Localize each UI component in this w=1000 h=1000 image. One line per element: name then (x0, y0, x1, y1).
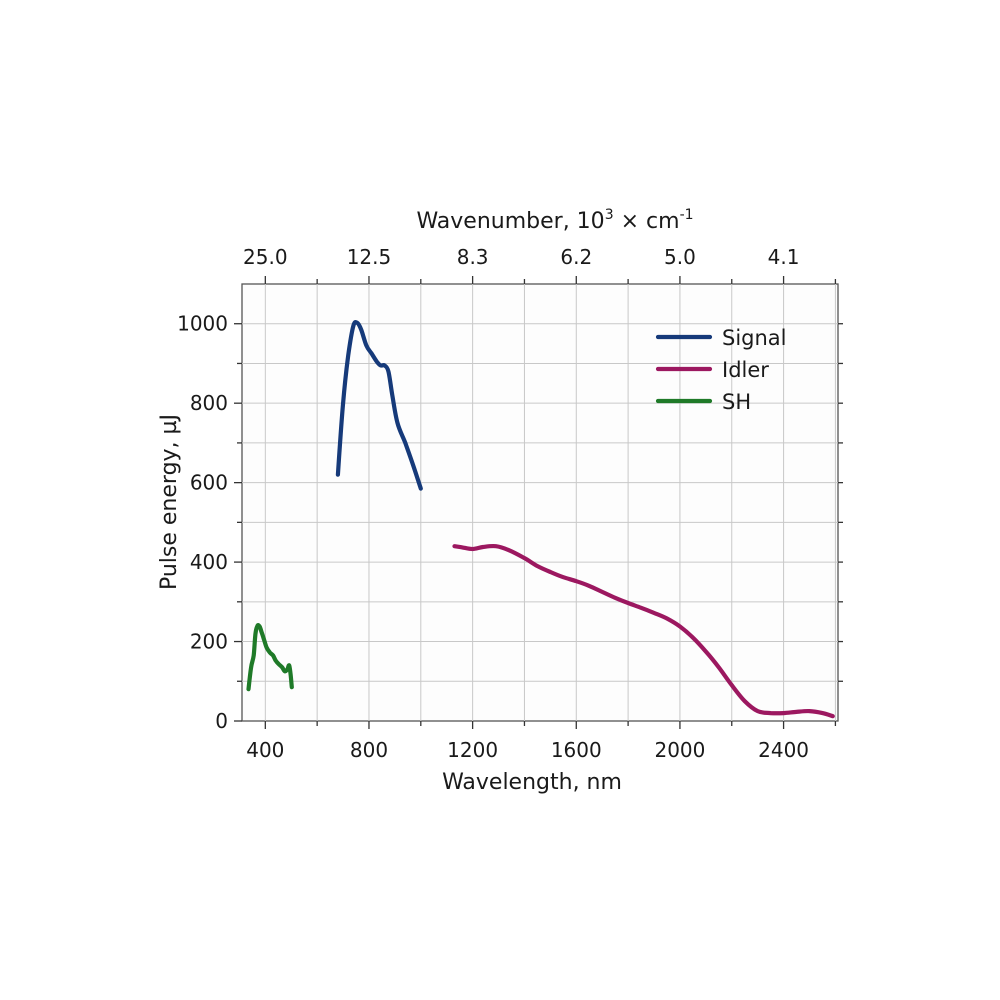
series-line-signal (335, 319, 423, 491)
top-axis-tick-label: 12.5 (347, 245, 392, 269)
x-tick-label: 1600 (551, 738, 602, 762)
top-axis-label-main: Wavenumber, 10 (416, 209, 604, 234)
top-axis-tick-label: 25.0 (243, 245, 288, 269)
y-tick-label: 0 (215, 709, 228, 733)
tick-labels: 400 800 1200 1600 2000 2400 0 200 400 600 800 1000 2… (177, 245, 809, 762)
y-axis-label: Pulse energy, µJ (157, 414, 182, 590)
y-tick-label: 200 (190, 630, 228, 654)
plot-area (241, 283, 839, 722)
legend-label-idler: Idler (722, 358, 769, 382)
x-tick-label: 400 (246, 738, 284, 762)
legend-label-sh: SH (722, 390, 751, 414)
axis-ticks (234, 276, 843, 729)
series-line-idler (452, 543, 835, 719)
x-tick-label: 1200 (447, 738, 498, 762)
top-axis-tick-label: 8.3 (457, 245, 489, 269)
y-tick-label: 800 (190, 391, 228, 415)
series-group (246, 319, 835, 719)
x-tick-label: 2000 (654, 738, 705, 762)
y-tick-label: 600 (190, 471, 228, 495)
x-tick-label: 800 (350, 738, 388, 762)
top-axis-label-mid: × cm (614, 209, 680, 234)
y-tick-label: 1000 (177, 312, 228, 336)
series-line-sh (246, 623, 294, 692)
top-axis-label: Wavenumber, 103 × cm-1 (416, 207, 693, 234)
top-axis-tick-label: 5.0 (664, 245, 696, 269)
top-axis-label-exp: 3 (605, 207, 614, 223)
top-axis-tick-label: 6.2 (560, 245, 592, 269)
top-axis-tick-label: 4.1 (768, 245, 800, 269)
x-axis-label: Wavelength, nm (442, 770, 622, 795)
legend-label-signal: Signal (722, 326, 787, 350)
top-axis-label-exp2: -1 (680, 207, 694, 223)
y-tick-label: 400 (190, 550, 228, 574)
legend: Signal Idler SH (655, 326, 787, 414)
x-tick-label: 2400 (758, 738, 809, 762)
